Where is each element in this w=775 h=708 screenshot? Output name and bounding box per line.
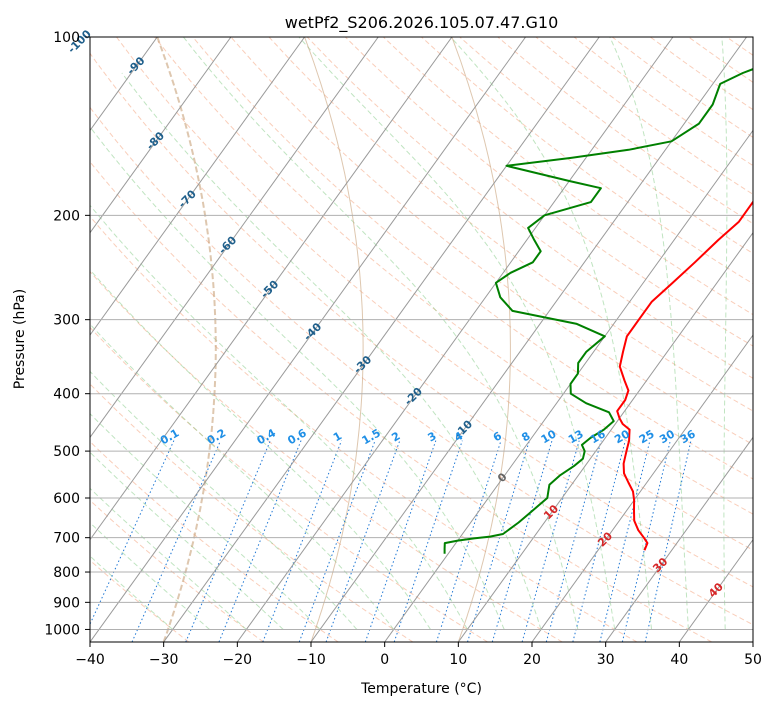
y-tick-label: 900: [53, 595, 80, 611]
mixing-ratio-line: [572, 440, 626, 642]
x-tick-label: 20: [523, 652, 541, 668]
moist-adiabat-line: [609, 37, 689, 630]
x-tick-label: 0: [380, 652, 389, 668]
reference-curve: [304, 37, 364, 642]
dry-adiabat-line: [383, 37, 753, 316]
moist-adiabat-line: [90, 269, 431, 630]
profile-lines: [443, 68, 753, 554]
mixing-ratio-line: [545, 440, 602, 642]
isotherm-line: [457, 231, 753, 642]
x-tick-label: −20: [223, 652, 253, 668]
axes: −40 −30 −20 −10 0 10 20 30 40 50 100 200 300 400 500 60…: [44, 30, 762, 668]
mixing-ratio-line: [491, 440, 553, 642]
moist-adiabat-line: [721, 37, 728, 630]
dewpoint-profile-line: [443, 68, 753, 554]
moist-adiabat-line: [90, 323, 395, 630]
plot-frame: [89, 36, 754, 643]
dry-adiabat-line: [90, 52, 753, 588]
background-lines: [90, 37, 753, 642]
dry-adiabat-line: [90, 559, 190, 642]
dry-adiabat-line: [90, 383, 414, 642]
dry-adiabat-line: [268, 37, 753, 412]
y-tick-label: 500: [53, 444, 80, 460]
isotherm-line: [90, 37, 379, 439]
y-tick-label: 100: [53, 30, 80, 46]
dry-adiabat-line: [116, 37, 753, 551]
y-tick-label: 300: [53, 313, 80, 329]
mixing-ratio-line: [467, 440, 530, 642]
mixing-ratio-line: [435, 440, 502, 642]
dry-adiabat-line: [154, 37, 753, 515]
isotherm-line: [90, 37, 232, 234]
moist-adiabat-line: [450, 37, 652, 630]
y-tick-label: 600: [53, 491, 80, 507]
chart-title: wetPf2_S206.2026.105.07.47.G10: [285, 13, 559, 33]
x-tick-label: 10: [449, 652, 467, 668]
moist-adiabat-line: [90, 451, 284, 630]
mixing-ratio-line: [131, 440, 222, 642]
mixing-ratio-line: [644, 440, 692, 642]
isotherm-line: [90, 37, 527, 642]
isotherm-line: [310, 37, 748, 642]
isotherm-line: [605, 436, 753, 642]
isotherm-line: [678, 538, 753, 642]
moist-adiabat-line: [90, 412, 321, 630]
isotherm-line: [163, 37, 600, 642]
x-tick-label: −30: [149, 652, 179, 668]
y-tick-label: 700: [53, 531, 80, 547]
isotherm-line: [531, 334, 753, 642]
y-tick-label: 800: [53, 565, 80, 581]
dry-adiabat-line: [90, 106, 753, 626]
moist-adiabat-line: [90, 204, 468, 630]
mixing-ratio-line: [393, 440, 463, 642]
x-tick-label: 30: [597, 652, 615, 668]
y-tick-label: 200: [53, 208, 80, 224]
moist-adiabat-line: [183, 37, 579, 630]
dry-adiabat-line: [344, 37, 753, 347]
isotherm-line: [236, 37, 674, 642]
dry-adiabat-line: [421, 37, 753, 285]
mixing-ratio-line: [218, 440, 302, 642]
x-tick-label: −10: [296, 652, 326, 668]
moist-adiabat-line: [90, 126, 505, 630]
x-tick-label: −40: [75, 652, 105, 668]
mixing-ratio-line: [599, 440, 651, 642]
x-tick-label: 40: [670, 652, 688, 668]
y-axis-label: Pressure (hPa): [12, 289, 28, 389]
x-tick-label: 50: [744, 652, 762, 668]
mixing-ratio-line: [621, 440, 671, 642]
dry-adiabat-line: [90, 215, 638, 642]
mixing-ratio-line: [90, 440, 175, 626]
moist-adiabat-line: [121, 72, 542, 630]
reference-curve: [451, 37, 511, 642]
mixing-ratio-line: [185, 440, 271, 642]
y-tick-label: 400: [53, 387, 80, 403]
isotherm-line: [90, 37, 306, 336]
mixing-ratio-line: [521, 440, 580, 642]
x-axis-label: Temperature (°C): [360, 681, 482, 697]
isotherm-line: [90, 37, 453, 541]
moist-adiabat-line: [90, 487, 247, 630]
temperature-profile-line: [616, 200, 753, 551]
mixing-ratio-line: [262, 440, 342, 642]
moist-adiabat-line: [298, 37, 616, 630]
moist-adiabat-line: [90, 370, 358, 630]
dry-adiabat-line: [90, 270, 563, 642]
y-tick-label: 1000: [44, 622, 80, 638]
